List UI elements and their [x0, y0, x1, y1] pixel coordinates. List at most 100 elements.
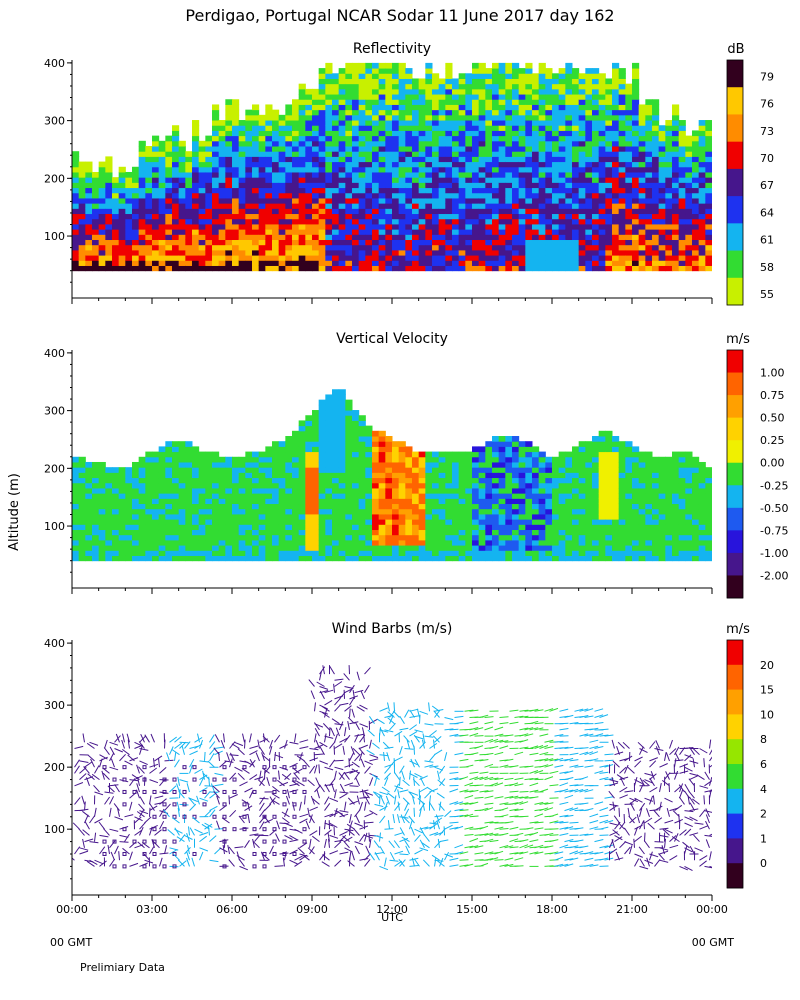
velocity-cell: [132, 493, 140, 499]
velocity-cell: [338, 425, 346, 432]
velocity-cell: [305, 487, 313, 494]
reflectivity-cell: [418, 234, 426, 241]
reflectivity-cell: [445, 244, 453, 251]
velocity-cell: [198, 461, 206, 468]
reflectivity-cell: [525, 229, 533, 235]
reflectivity-cell: [438, 166, 446, 173]
reflectivity-cell: [318, 182, 326, 189]
velocity-cell: [232, 529, 240, 536]
velocity-cell: [305, 441, 313, 447]
reflectivity-cell: [172, 187, 180, 194]
reflectivity-cell: [605, 234, 613, 241]
velocity-cell: [132, 513, 140, 520]
reflectivity-cell: [592, 125, 600, 131]
reflectivity-cell: [598, 83, 606, 90]
reflectivity-cell: [245, 239, 253, 246]
reflectivity-cell: [365, 208, 373, 215]
velocity-cell: [505, 545, 513, 551]
reflectivity-cell: [625, 83, 633, 90]
reflectivity-cell: [218, 156, 226, 163]
velocity-cell: [318, 451, 326, 458]
reflectivity-cell: [432, 187, 440, 194]
reflectivity-cell: [492, 94, 500, 100]
reflectivity-cell: [125, 192, 133, 199]
velocity-cell: [578, 529, 586, 536]
velocity-cell: [318, 550, 326, 556]
velocity-cell: [92, 477, 100, 484]
reflectivity-cell: [325, 130, 333, 137]
reflectivity-cell: [585, 161, 593, 168]
velocity-cell: [478, 472, 486, 479]
reflectivity-cell: [698, 213, 706, 220]
velocity-cell: [278, 508, 286, 515]
velocity-cell: [452, 513, 460, 520]
reflectivity-cell: [292, 208, 300, 215]
velocity-cell: [212, 503, 220, 510]
velocity-cell: [325, 399, 333, 406]
reflectivity-cell: [552, 218, 560, 225]
reflectivity-cell: [298, 265, 306, 272]
reflectivity-cell: [578, 94, 586, 100]
velocity-cell: [198, 534, 206, 541]
reflectivity-cell: [318, 99, 326, 105]
velocity-cell: [125, 524, 133, 531]
reflectivity-cell: [565, 146, 573, 152]
reflectivity-cell: [552, 171, 560, 178]
velocity-cell: [392, 524, 400, 531]
reflectivity-cell: [592, 161, 600, 168]
reflectivity-cell: [232, 182, 240, 189]
velocity-cell: [398, 555, 406, 562]
reflectivity-cell: [498, 218, 506, 225]
reflectivity-cell: [225, 99, 233, 105]
velocity-cell: [312, 487, 320, 494]
reflectivity-cell: [78, 192, 86, 199]
reflectivity-cell: [425, 182, 433, 189]
velocity-cell: [452, 451, 460, 458]
velocity-cell: [338, 519, 346, 525]
reflectivity-cell: [392, 177, 400, 183]
reflectivity-cell: [378, 156, 386, 163]
reflectivity-cell: [138, 187, 146, 194]
velocity-cell: [352, 472, 360, 479]
velocity-cell: [318, 508, 326, 515]
velocity-cell: [578, 555, 586, 562]
velocity-cell: [332, 441, 340, 447]
velocity-cell: [285, 461, 293, 468]
reflectivity-cell: [405, 99, 413, 105]
velocity-cell: [325, 430, 333, 437]
reflectivity-cell: [345, 135, 353, 142]
reflectivity-cell: [698, 120, 706, 126]
reflectivity-cell: [392, 151, 400, 157]
velocity-cell: [178, 461, 186, 468]
velocity-cell: [525, 441, 533, 447]
reflectivity-cell: [645, 125, 653, 131]
reflectivity-cell: [505, 78, 513, 85]
reflectivity-cell: [472, 166, 480, 173]
reflectivity-cell: [505, 255, 513, 261]
reflectivity-cell: [645, 229, 653, 235]
velocity-cell: [105, 503, 113, 510]
reflectivity-cell: [438, 229, 446, 235]
reflectivity-cell: [385, 244, 393, 251]
velocity-cell: [345, 441, 353, 447]
velocity-cell: [105, 472, 113, 479]
velocity-cell: [112, 550, 120, 556]
reflectivity-cell: [365, 244, 373, 251]
reflectivity-cell: [132, 187, 140, 194]
reflectivity-cell: [585, 171, 593, 178]
reflectivity-cell: [465, 229, 473, 235]
velocity-cell: [445, 456, 453, 463]
reflectivity-cell: [365, 146, 373, 152]
reflectivity-cell: [358, 130, 366, 137]
reflectivity-cell: [265, 244, 273, 251]
reflectivity-cell: [572, 125, 580, 131]
reflectivity-cell: [318, 213, 326, 220]
reflectivity-cell: [492, 234, 500, 241]
reflectivity-cell: [172, 140, 180, 147]
reflectivity-cell: [685, 239, 693, 246]
reflectivity-cell: [72, 223, 80, 230]
velocity-cell: [178, 451, 186, 458]
reflectivity-cell: [192, 171, 200, 178]
reflectivity-cell: [72, 177, 80, 183]
reflectivity-plot: [72, 62, 712, 272]
